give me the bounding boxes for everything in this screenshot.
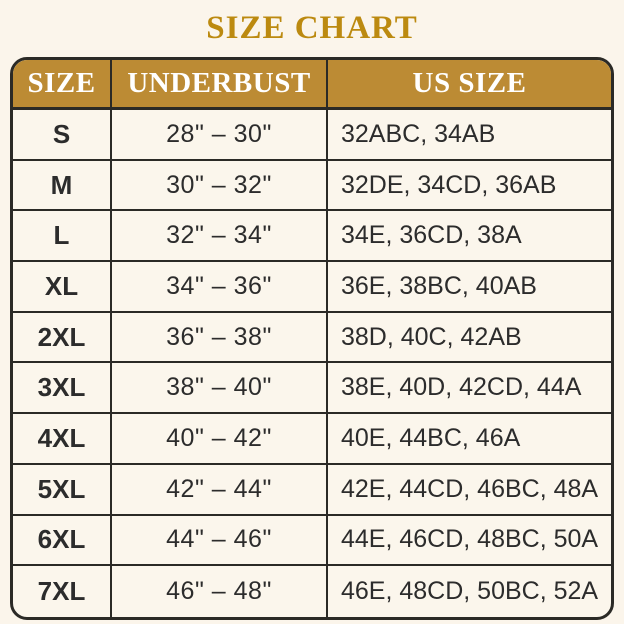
size-cell: L [13,211,112,261]
us-size-cell: 46E, 48CD, 50BC, 52A [341,577,599,606]
size-chart-table: SIZE UNDERBUST US SIZE S 28" – 30" 32ABC… [10,57,614,620]
underbust-cell: 30" – 32" [112,160,328,210]
size-cell: 6XL [13,515,112,565]
column-header-underbust: UNDERBUST [112,60,328,107]
size-cell: 7XL [13,566,112,617]
underbust-cell: 36" – 38" [112,312,328,362]
us-size-cell: 42E, 44CD, 46BC, 48A [341,474,599,503]
table-row: 7XL 46" – 48" 46E, 48CD, 50BC, 52A [13,566,611,617]
us-size-cell: 38D, 40C, 42AB [341,322,522,351]
table-row: 6XL 44" – 46" 44E, 46CD, 48BC, 50A [13,515,611,567]
us-size-cell: 40E, 44BC, 46A [341,423,521,452]
table-row: 3XL 38" – 40" 38E, 40D, 42CD, 44A [13,363,611,415]
us-size-cell: 32ABC, 34AB [341,119,496,148]
table-row: XL 34" – 36" 36E, 38BC, 40AB [13,262,611,313]
table-header-row: SIZE UNDERBUST US SIZE [13,60,611,110]
size-cell: M [13,160,112,210]
underbust-cell: 46" – 48" [112,566,328,617]
underbust-cell: 38" – 40" [112,363,328,413]
underbust-cell: 28" – 30" [112,110,328,159]
column-header-us-size: US SIZE [412,67,527,99]
table-row: 4XL 40" – 42" 40E, 44BC, 46A [13,414,611,465]
page-title: SIZE CHART [206,10,418,46]
table-row: 2XL 36" – 38" 38D, 40C, 42AB [13,312,611,364]
size-cell: 3XL [13,363,112,413]
size-cell: 2XL [13,312,112,362]
underbust-cell: 40" – 42" [112,414,328,463]
column-header-size: SIZE [13,60,112,107]
size-cell: 4XL [13,414,112,463]
table-row: L 32" – 34" 34E, 36CD, 38A [13,211,611,263]
us-size-cell: 32DE, 34CD, 36AB [341,170,557,199]
table-row: M 30" – 32" 32DE, 34CD, 36AB [13,160,611,212]
underbust-cell: 34" – 36" [112,262,328,311]
underbust-cell: 42" – 44" [112,464,328,514]
us-size-cell: 44E, 46CD, 48BC, 50A [341,525,599,554]
size-cell: S [13,110,112,159]
underbust-cell: 32" – 34" [112,211,328,261]
size-cell: 5XL [13,464,112,514]
us-size-cell: 38E, 40D, 42CD, 44A [341,373,582,402]
us-size-cell: 36E, 38BC, 40AB [341,271,537,300]
underbust-cell: 44" – 46" [112,515,328,565]
table-row: S 28" – 30" 32ABC, 34AB [13,110,611,161]
table-row: 5XL 42" – 44" 42E, 44CD, 46BC, 48A [13,464,611,516]
us-size-cell: 34E, 36CD, 38A [341,221,522,250]
size-cell: XL [13,262,112,311]
